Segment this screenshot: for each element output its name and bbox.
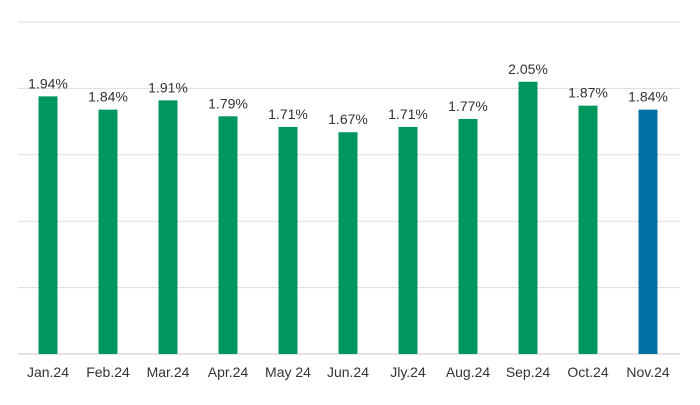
x-tick-label: May 24 xyxy=(265,364,311,380)
data-label: 1.77% xyxy=(448,98,488,114)
bar xyxy=(578,105,598,354)
data-label: 1.84% xyxy=(628,89,668,105)
data-label: 1.94% xyxy=(28,75,68,91)
bar xyxy=(38,96,58,355)
x-tick-label: Mar.24 xyxy=(147,364,190,380)
x-tick-label: Nov.24 xyxy=(626,364,670,380)
bar xyxy=(98,109,118,354)
data-label: 1.71% xyxy=(268,106,308,122)
data-label: 1.91% xyxy=(148,79,188,95)
data-label: 1.79% xyxy=(208,95,248,111)
data-label: 1.84% xyxy=(88,89,128,105)
bar xyxy=(338,132,358,354)
data-label: 2.05% xyxy=(508,61,548,77)
x-tick-label: Apr.24 xyxy=(208,364,249,380)
x-tick-label: Jun.24 xyxy=(327,364,369,380)
bar xyxy=(158,100,178,355)
x-tick-label: Oct.24 xyxy=(567,364,608,380)
data-label: 1.71% xyxy=(388,106,428,122)
x-tick-label: Sep.24 xyxy=(506,364,551,380)
bar xyxy=(458,118,478,354)
bar xyxy=(398,126,418,354)
x-tick-label: Aug.24 xyxy=(446,364,491,380)
bar xyxy=(278,126,298,354)
x-tick-label: Feb.24 xyxy=(86,364,130,380)
bar xyxy=(218,116,238,355)
x-tick-label: Jan.24 xyxy=(27,364,69,380)
x-tick-label: Jly.24 xyxy=(390,364,426,380)
bar xyxy=(638,109,658,354)
data-label: 1.87% xyxy=(568,85,608,101)
data-label: 1.67% xyxy=(328,111,368,127)
bar xyxy=(518,81,538,354)
